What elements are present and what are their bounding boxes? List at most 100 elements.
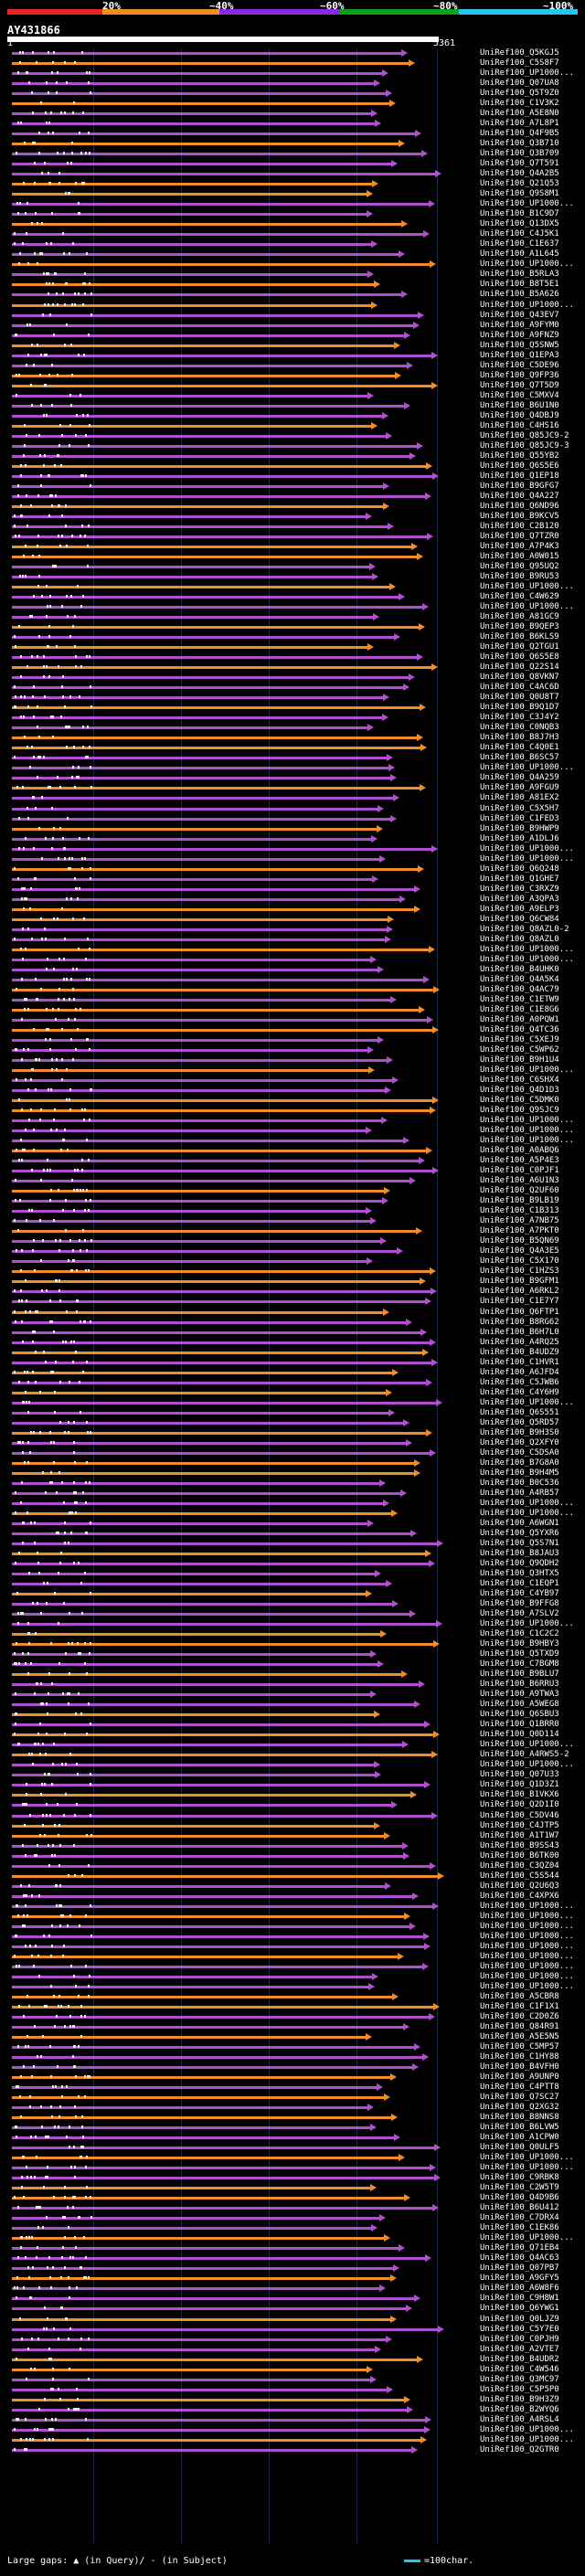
hit-row[interactable]: UniRef100_B9GFM1 [0, 1277, 585, 1287]
hit-row[interactable]: UniRef100_Q5S7N1 [0, 1539, 585, 1549]
hit-row[interactable]: UniRef100_A0ABQ6 [0, 1146, 585, 1156]
hit-row[interactable]: UniRef100_A9FYM0 [0, 321, 585, 331]
hit-row[interactable]: UniRef100_B9FFG8 [0, 1599, 585, 1609]
hit-row[interactable]: UniRef100_A7P4K3 [0, 542, 585, 552]
hit-row[interactable]: UniRef100_A9TWA3 [0, 1690, 585, 1700]
hit-accession-link[interactable]: UniRef100_Q6FTP1 [480, 1307, 559, 1317]
hit-row[interactable]: UniRef100_C9H8W1 [0, 2294, 585, 2304]
hit-accession-link[interactable]: UniRef100_UP1000... [480, 1508, 574, 1518]
hit-row[interactable]: UniRef100_B9HWP9 [0, 824, 585, 834]
hit-row[interactable]: UniRef100_C5X170 [0, 1256, 585, 1267]
hit-accession-link[interactable]: UniRef100_A9FGU9 [480, 783, 559, 793]
hit-row[interactable]: UniRef100_C0PJF1 [0, 1166, 585, 1176]
hit-accession-link[interactable]: UniRef100_UP1000... [480, 763, 574, 773]
hit-accession-link[interactable]: UniRef100_B9H4M5 [480, 1468, 559, 1478]
hit-accession-link[interactable]: UniRef100_C7BGM8 [480, 1659, 559, 1670]
hit-accession-link[interactable]: UniRef100_C1FED3 [480, 813, 559, 823]
hit-row[interactable]: UniRef100_C1EQP1 [0, 1579, 585, 1589]
hit-row[interactable]: UniRef100_B9RU53 [0, 572, 585, 582]
hit-accession-link[interactable]: UniRef100_Q4A2B5 [480, 169, 559, 179]
hit-accession-link[interactable]: UniRef100_A4RSL4 [480, 2414, 559, 2424]
hit-row[interactable]: UniRef100_Q4D1D3 [0, 1086, 585, 1096]
hit-row[interactable]: UniRef100_UP1000... [0, 1126, 585, 1136]
hit-accession-link[interactable]: UniRef100_Q7TZR0 [480, 531, 559, 541]
hit-row[interactable]: UniRef100_UP1000... [0, 1116, 585, 1126]
hit-accession-link[interactable]: UniRef100_A7NB75 [480, 1216, 559, 1226]
hit-accession-link[interactable]: UniRef100_Q1BRR0 [480, 1720, 559, 1730]
hit-row[interactable]: UniRef100_C1E637 [0, 239, 585, 249]
hit-row[interactable]: UniRef100_Q85JC9-3 [0, 441, 585, 451]
hit-accession-link[interactable]: UniRef100_A81EX2 [480, 793, 559, 803]
hit-accession-link[interactable]: UniRef100_Q07U33 [480, 1770, 559, 1780]
hit-accession-link[interactable]: UniRef100_Q9QDH2 [480, 1559, 559, 1568]
hit-row[interactable]: UniRef100_C7BGM8 [0, 1659, 585, 1670]
hit-row[interactable]: UniRef100_C4W546 [0, 2365, 585, 2375]
hit-row[interactable]: UniRef100_B9KCV5 [0, 512, 585, 522]
hit-accession-link[interactable]: UniRef100_C5X170 [480, 1256, 559, 1267]
hit-row[interactable]: UniRef100_Q3B710 [0, 139, 585, 149]
hit-accession-link[interactable]: UniRef100_B9RU53 [480, 572, 559, 582]
hit-row[interactable]: UniRef100_B4UDZ9 [0, 1348, 585, 1358]
hit-accession-link[interactable]: UniRef100_B6TK00 [480, 1850, 559, 1860]
hit-accession-link[interactable]: UniRef100_UP1000... [480, 582, 574, 592]
hit-row[interactable]: UniRef100_Q9SJC9 [0, 1106, 585, 1116]
hit-row[interactable]: UniRef100_Q0U8T7 [0, 693, 585, 703]
hit-row[interactable]: UniRef100_B6U412 [0, 2203, 585, 2213]
hit-accession-link[interactable]: UniRef100_A4RWS5-2 [480, 1750, 569, 1760]
hit-accession-link[interactable]: UniRef100_C3J4Y2 [480, 713, 559, 723]
hit-row[interactable]: UniRef100_B9BLU7 [0, 1670, 585, 1680]
hit-row[interactable]: UniRef100_UP1000... [0, 1972, 585, 1982]
hit-row[interactable]: UniRef100_UP1000... [0, 260, 585, 270]
hit-accession-link[interactable]: UniRef100_C1E7Y7 [480, 1297, 559, 1307]
hit-accession-link[interactable]: UniRef100_UP1000... [480, 944, 574, 954]
hit-accession-link[interactable]: UniRef100_Q4D9B6 [480, 2193, 559, 2203]
hit-accession-link[interactable]: UniRef100_UP1000... [480, 1619, 574, 1629]
hit-accession-link[interactable]: UniRef100_B8NNS8 [480, 2113, 559, 2123]
hit-accession-link[interactable]: UniRef100_Q2D1I0 [480, 1800, 559, 1810]
hit-row[interactable]: UniRef100_C5DSA0 [0, 1448, 585, 1458]
hit-accession-link[interactable]: UniRef100_B4UDZ9 [480, 1347, 559, 1357]
hit-row[interactable]: UniRef100_C4XPX6 [0, 1892, 585, 1902]
hit-accession-link[interactable]: UniRef100_Q4AC63 [480, 2253, 559, 2263]
hit-row[interactable]: UniRef100_Q4D9B6 [0, 2193, 585, 2203]
hit-row[interactable]: UniRef100_B8RG62 [0, 1318, 585, 1328]
hit-accession-link[interactable]: UniRef100_C5S544 [480, 1871, 559, 1881]
hit-row[interactable]: UniRef100_Q07U33 [0, 1770, 585, 1780]
hit-accession-link[interactable]: UniRef100_UP1000... [480, 1901, 574, 1911]
hit-accession-link[interactable]: UniRef100_Q3B710 [480, 139, 559, 149]
hit-row[interactable]: UniRef100_Q1GHE7 [0, 875, 585, 885]
hit-accession-link[interactable]: UniRef100_UP1000... [480, 1931, 574, 1941]
hit-row[interactable]: UniRef100_UP1000... [0, 2163, 585, 2173]
hit-row[interactable]: UniRef100_Q0LJZ9 [0, 2315, 585, 2325]
hit-accession-link[interactable]: UniRef100_Q9FP36 [480, 370, 559, 380]
hit-row[interactable]: UniRef100_C3QZ04 [0, 1861, 585, 1871]
hit-row[interactable]: UniRef100_B9H1U4 [0, 1055, 585, 1065]
hit-row[interactable]: UniRef100_Q71EB4 [0, 2243, 585, 2253]
hit-row[interactable]: UniRef100_Q9QDH2 [0, 1559, 585, 1569]
hit-row[interactable]: UniRef100_A9FNZ9 [0, 331, 585, 341]
hit-row[interactable]: UniRef100_C5DMK0 [0, 1096, 585, 1106]
hit-row[interactable]: UniRef100_C1E7Y7 [0, 1297, 585, 1307]
hit-accession-link[interactable]: UniRef100_Q6S5E6 [480, 461, 559, 471]
hit-row[interactable]: UniRef100_A1L645 [0, 249, 585, 260]
hit-row[interactable]: UniRef100_A5P4E3 [0, 1156, 585, 1166]
hit-accession-link[interactable]: UniRef100_Q6S551 [480, 1407, 559, 1417]
hit-accession-link[interactable]: UniRef100_Q85JC9-2 [480, 430, 569, 440]
hit-accession-link[interactable]: UniRef100_C5P5P0 [480, 2384, 559, 2394]
hit-row[interactable]: UniRef100_UP1000... [0, 2153, 585, 2163]
hit-accession-link[interactable]: UniRef100_B9H1U4 [480, 1055, 559, 1065]
hit-row[interactable]: UniRef100_B9Q1D7 [0, 703, 585, 713]
hit-accession-link[interactable]: UniRef100_Q13DX5 [480, 219, 559, 229]
hit-accession-link[interactable]: UniRef100_Q5YXR6 [480, 1528, 559, 1538]
hit-row[interactable]: UniRef100_A5WEG8 [0, 1700, 585, 1710]
hit-accession-link[interactable]: UniRef100_C5DE96 [480, 360, 559, 370]
hit-accession-link[interactable]: UniRef100_B6KLS9 [480, 632, 559, 642]
hit-accession-link[interactable]: UniRef100_B4UHK0 [480, 964, 559, 974]
hit-row[interactable]: UniRef100_A0PQW1 [0, 1015, 585, 1025]
hit-accession-link[interactable]: UniRef100_B9H3S0 [480, 1427, 559, 1437]
hit-row[interactable]: UniRef100_C0NQB3 [0, 723, 585, 733]
hit-row[interactable]: UniRef100_C0PJH9 [0, 2335, 585, 2345]
hit-accession-link[interactable]: UniRef100_UP1000... [480, 843, 574, 853]
hit-accession-link[interactable]: UniRef100_Q0U8T7 [480, 693, 559, 703]
hit-row[interactable]: UniRef100_A4RQ25 [0, 1338, 585, 1348]
